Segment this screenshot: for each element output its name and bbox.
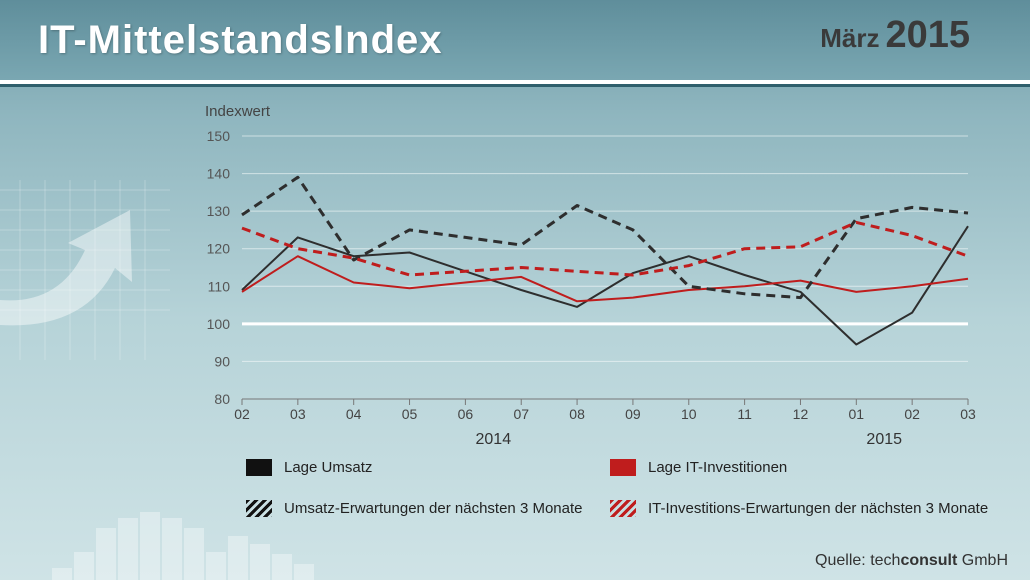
x-tick-label: 05: [402, 406, 418, 422]
y-tick-label: 130: [207, 203, 231, 219]
bar-decoration: [52, 512, 314, 580]
x-tick-label: 10: [681, 406, 697, 422]
header-divider: [0, 80, 1030, 84]
header-bar: [0, 0, 1030, 80]
y-tick-label: 120: [207, 241, 231, 257]
report-date: März 2015: [820, 14, 970, 57]
x-tick-label: 03: [960, 406, 976, 422]
legend-swatch-it-investitions-erwartungen: [610, 500, 636, 517]
x-tick-label: 08: [569, 406, 585, 422]
series-line-1: [241, 225, 969, 346]
legend-item-lage-it-investitionen: Lage IT-Investitionen: [610, 459, 787, 476]
legend-swatch-lage-it-investitionen: [610, 459, 636, 476]
x-tick-label: 04: [346, 406, 362, 422]
source-suffix: GmbH: [957, 552, 1008, 569]
legend-label-umsatz-erwartungen: Umsatz-Erwartungen der nächsten 3 Monate: [284, 500, 583, 517]
x-tick-label: 03: [290, 406, 306, 422]
x-tick-label: 07: [513, 406, 529, 422]
x-year-label: 2015: [866, 431, 902, 448]
source-prefix: Quelle: tech: [815, 552, 901, 569]
x-tick-label: 02: [904, 406, 920, 422]
x-tick-label: 01: [849, 406, 865, 422]
legend-label-lage-umsatz: Lage Umsatz: [284, 459, 373, 476]
y-tick-label: 110: [208, 278, 231, 294]
header-divider-shadow: [0, 84, 1030, 87]
legend-label-it-investitions-erwartungen: IT-Investitions-Erwartungen der nächsten…: [648, 500, 989, 517]
page-title: IT-MittelstandsIndex: [38, 18, 443, 62]
source-credit: Quelle: techconsult GmbH: [815, 552, 1008, 570]
series-line-2: [241, 255, 969, 303]
legend-item-lage-umsatz: Lage Umsatz: [246, 459, 372, 476]
x-year-label: 2014: [476, 431, 512, 448]
y-tick-label: 80: [214, 391, 230, 407]
source-bold: consult: [900, 552, 958, 569]
arrow-icon: [0, 210, 132, 326]
x-tick-label: 02: [234, 406, 250, 422]
legend-swatch-umsatz-erwartungen: [246, 500, 272, 517]
y-tick-label: 150: [207, 128, 231, 144]
x-tick-label: 09: [625, 406, 641, 422]
report-year: 2015: [885, 14, 970, 56]
y-tick-label: 90: [214, 353, 230, 369]
legend-item-umsatz-erwartungen: Umsatz-Erwartungen der nächsten 3 Monate: [246, 500, 582, 517]
report-month: März: [820, 23, 880, 53]
series-line-4: [241, 220, 969, 277]
y-tick-label: 140: [207, 166, 231, 182]
series-line-3: [241, 175, 969, 300]
x-tick-label: 11: [737, 406, 752, 422]
y-axis-label: Indexwert: [205, 103, 271, 120]
legend-label-lage-it-investitionen: Lage IT-Investitionen: [648, 459, 788, 476]
y-tick-label: 100: [207, 316, 231, 332]
x-tick-label: 12: [793, 406, 809, 422]
legend-item-it-investitions-erwartungen: IT-Investitions-Erwartungen der nächsten…: [610, 500, 988, 517]
x-tick-label: 06: [458, 406, 474, 422]
legend-swatch-lage-umsatz: [246, 459, 272, 476]
